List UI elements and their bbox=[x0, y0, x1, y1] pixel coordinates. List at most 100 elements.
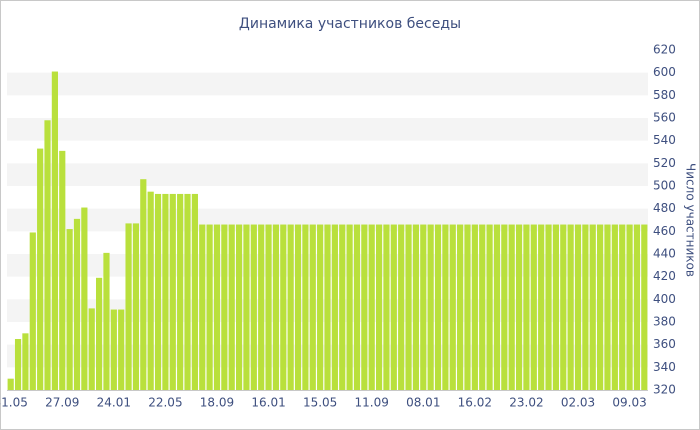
y-tick-label: 560 bbox=[653, 111, 676, 125]
x-tick-label: 09.03 bbox=[612, 396, 646, 410]
chart-title: Динамика участников беседы bbox=[239, 16, 461, 32]
x-tick-label: 02.03 bbox=[561, 396, 595, 410]
bar bbox=[96, 277, 103, 390]
bar bbox=[486, 224, 493, 390]
bar bbox=[530, 224, 537, 390]
x-tick-label: 27.09 bbox=[45, 396, 79, 410]
y-axis-title: Число участников bbox=[684, 163, 698, 277]
bar bbox=[265, 224, 272, 390]
x-tick-label: 22.05 bbox=[148, 396, 182, 410]
x-tick-label: 11.09 bbox=[355, 396, 389, 410]
grid-band bbox=[7, 118, 648, 141]
bar bbox=[140, 179, 147, 390]
bar bbox=[243, 224, 250, 390]
bar bbox=[427, 224, 434, 390]
bar bbox=[582, 224, 589, 390]
bar bbox=[125, 223, 132, 390]
bar bbox=[457, 224, 464, 390]
bar bbox=[501, 224, 508, 390]
x-tick-label: 23.02 bbox=[509, 396, 543, 410]
x-tick-label: 31.05 bbox=[0, 396, 28, 410]
bar bbox=[479, 224, 486, 390]
bar bbox=[118, 309, 125, 390]
bar bbox=[7, 378, 14, 390]
y-tick-label: 320 bbox=[653, 383, 676, 397]
bar bbox=[339, 224, 346, 390]
grid-band bbox=[7, 72, 648, 96]
bar bbox=[221, 224, 228, 390]
bar bbox=[199, 224, 206, 390]
bar bbox=[294, 224, 302, 390]
y-tick-label: 360 bbox=[653, 337, 676, 351]
bar bbox=[361, 224, 368, 390]
bar bbox=[51, 71, 58, 391]
bar bbox=[250, 224, 257, 390]
x-tick-label: 16.02 bbox=[458, 396, 492, 410]
bar bbox=[206, 224, 213, 390]
bar bbox=[449, 224, 456, 390]
bar bbox=[59, 150, 66, 390]
bar bbox=[280, 224, 287, 390]
bar bbox=[383, 224, 390, 390]
bar bbox=[574, 224, 582, 390]
bar bbox=[324, 224, 331, 390]
bar bbox=[302, 224, 309, 390]
bar bbox=[619, 224, 626, 390]
y-tick-label: 440 bbox=[653, 247, 676, 261]
bar bbox=[390, 224, 397, 390]
bar bbox=[331, 224, 338, 390]
x-tick-label: 15.05 bbox=[303, 396, 337, 410]
bar bbox=[162, 193, 169, 390]
bar bbox=[287, 224, 294, 390]
bar bbox=[147, 191, 154, 390]
bar bbox=[169, 193, 176, 390]
bar bbox=[589, 224, 596, 390]
bar bbox=[604, 224, 611, 390]
bar bbox=[317, 224, 324, 390]
bar bbox=[405, 224, 412, 390]
bar bbox=[471, 224, 478, 390]
bar bbox=[346, 224, 353, 390]
bar bbox=[434, 224, 442, 390]
bar bbox=[37, 148, 44, 390]
y-tick-label: 400 bbox=[653, 292, 676, 306]
bar bbox=[154, 193, 162, 390]
bar bbox=[258, 224, 265, 390]
bar bbox=[22, 333, 29, 390]
y-tick-label: 420 bbox=[653, 269, 676, 283]
bar bbox=[567, 224, 574, 390]
x-tick-label: 16.01 bbox=[251, 396, 285, 410]
bar bbox=[81, 207, 88, 390]
bar bbox=[184, 193, 191, 390]
bar bbox=[508, 224, 515, 390]
grid-band bbox=[7, 163, 648, 186]
bar bbox=[177, 193, 184, 390]
bar bbox=[375, 224, 383, 390]
y-tick-label: 340 bbox=[653, 360, 676, 374]
bar bbox=[14, 339, 22, 390]
bar bbox=[545, 224, 552, 390]
bar bbox=[368, 224, 375, 390]
bar bbox=[132, 223, 140, 390]
y-tick-label: 380 bbox=[653, 315, 676, 329]
bar bbox=[29, 232, 36, 390]
y-tick-label: 500 bbox=[653, 179, 676, 193]
bar bbox=[44, 120, 51, 391]
bar bbox=[309, 224, 316, 390]
bar bbox=[552, 224, 559, 390]
bar bbox=[88, 308, 95, 390]
bar bbox=[272, 224, 280, 390]
bar bbox=[442, 224, 449, 390]
bar bbox=[412, 224, 420, 390]
bar bbox=[103, 252, 110, 390]
y-tick-label: 520 bbox=[653, 156, 676, 170]
bar bbox=[523, 224, 530, 390]
bar bbox=[235, 224, 243, 390]
bar bbox=[228, 224, 235, 390]
bar bbox=[611, 224, 618, 390]
bar bbox=[633, 224, 641, 390]
bar bbox=[493, 224, 501, 390]
bar bbox=[73, 218, 81, 390]
bar bbox=[420, 224, 427, 390]
bar bbox=[110, 309, 117, 390]
